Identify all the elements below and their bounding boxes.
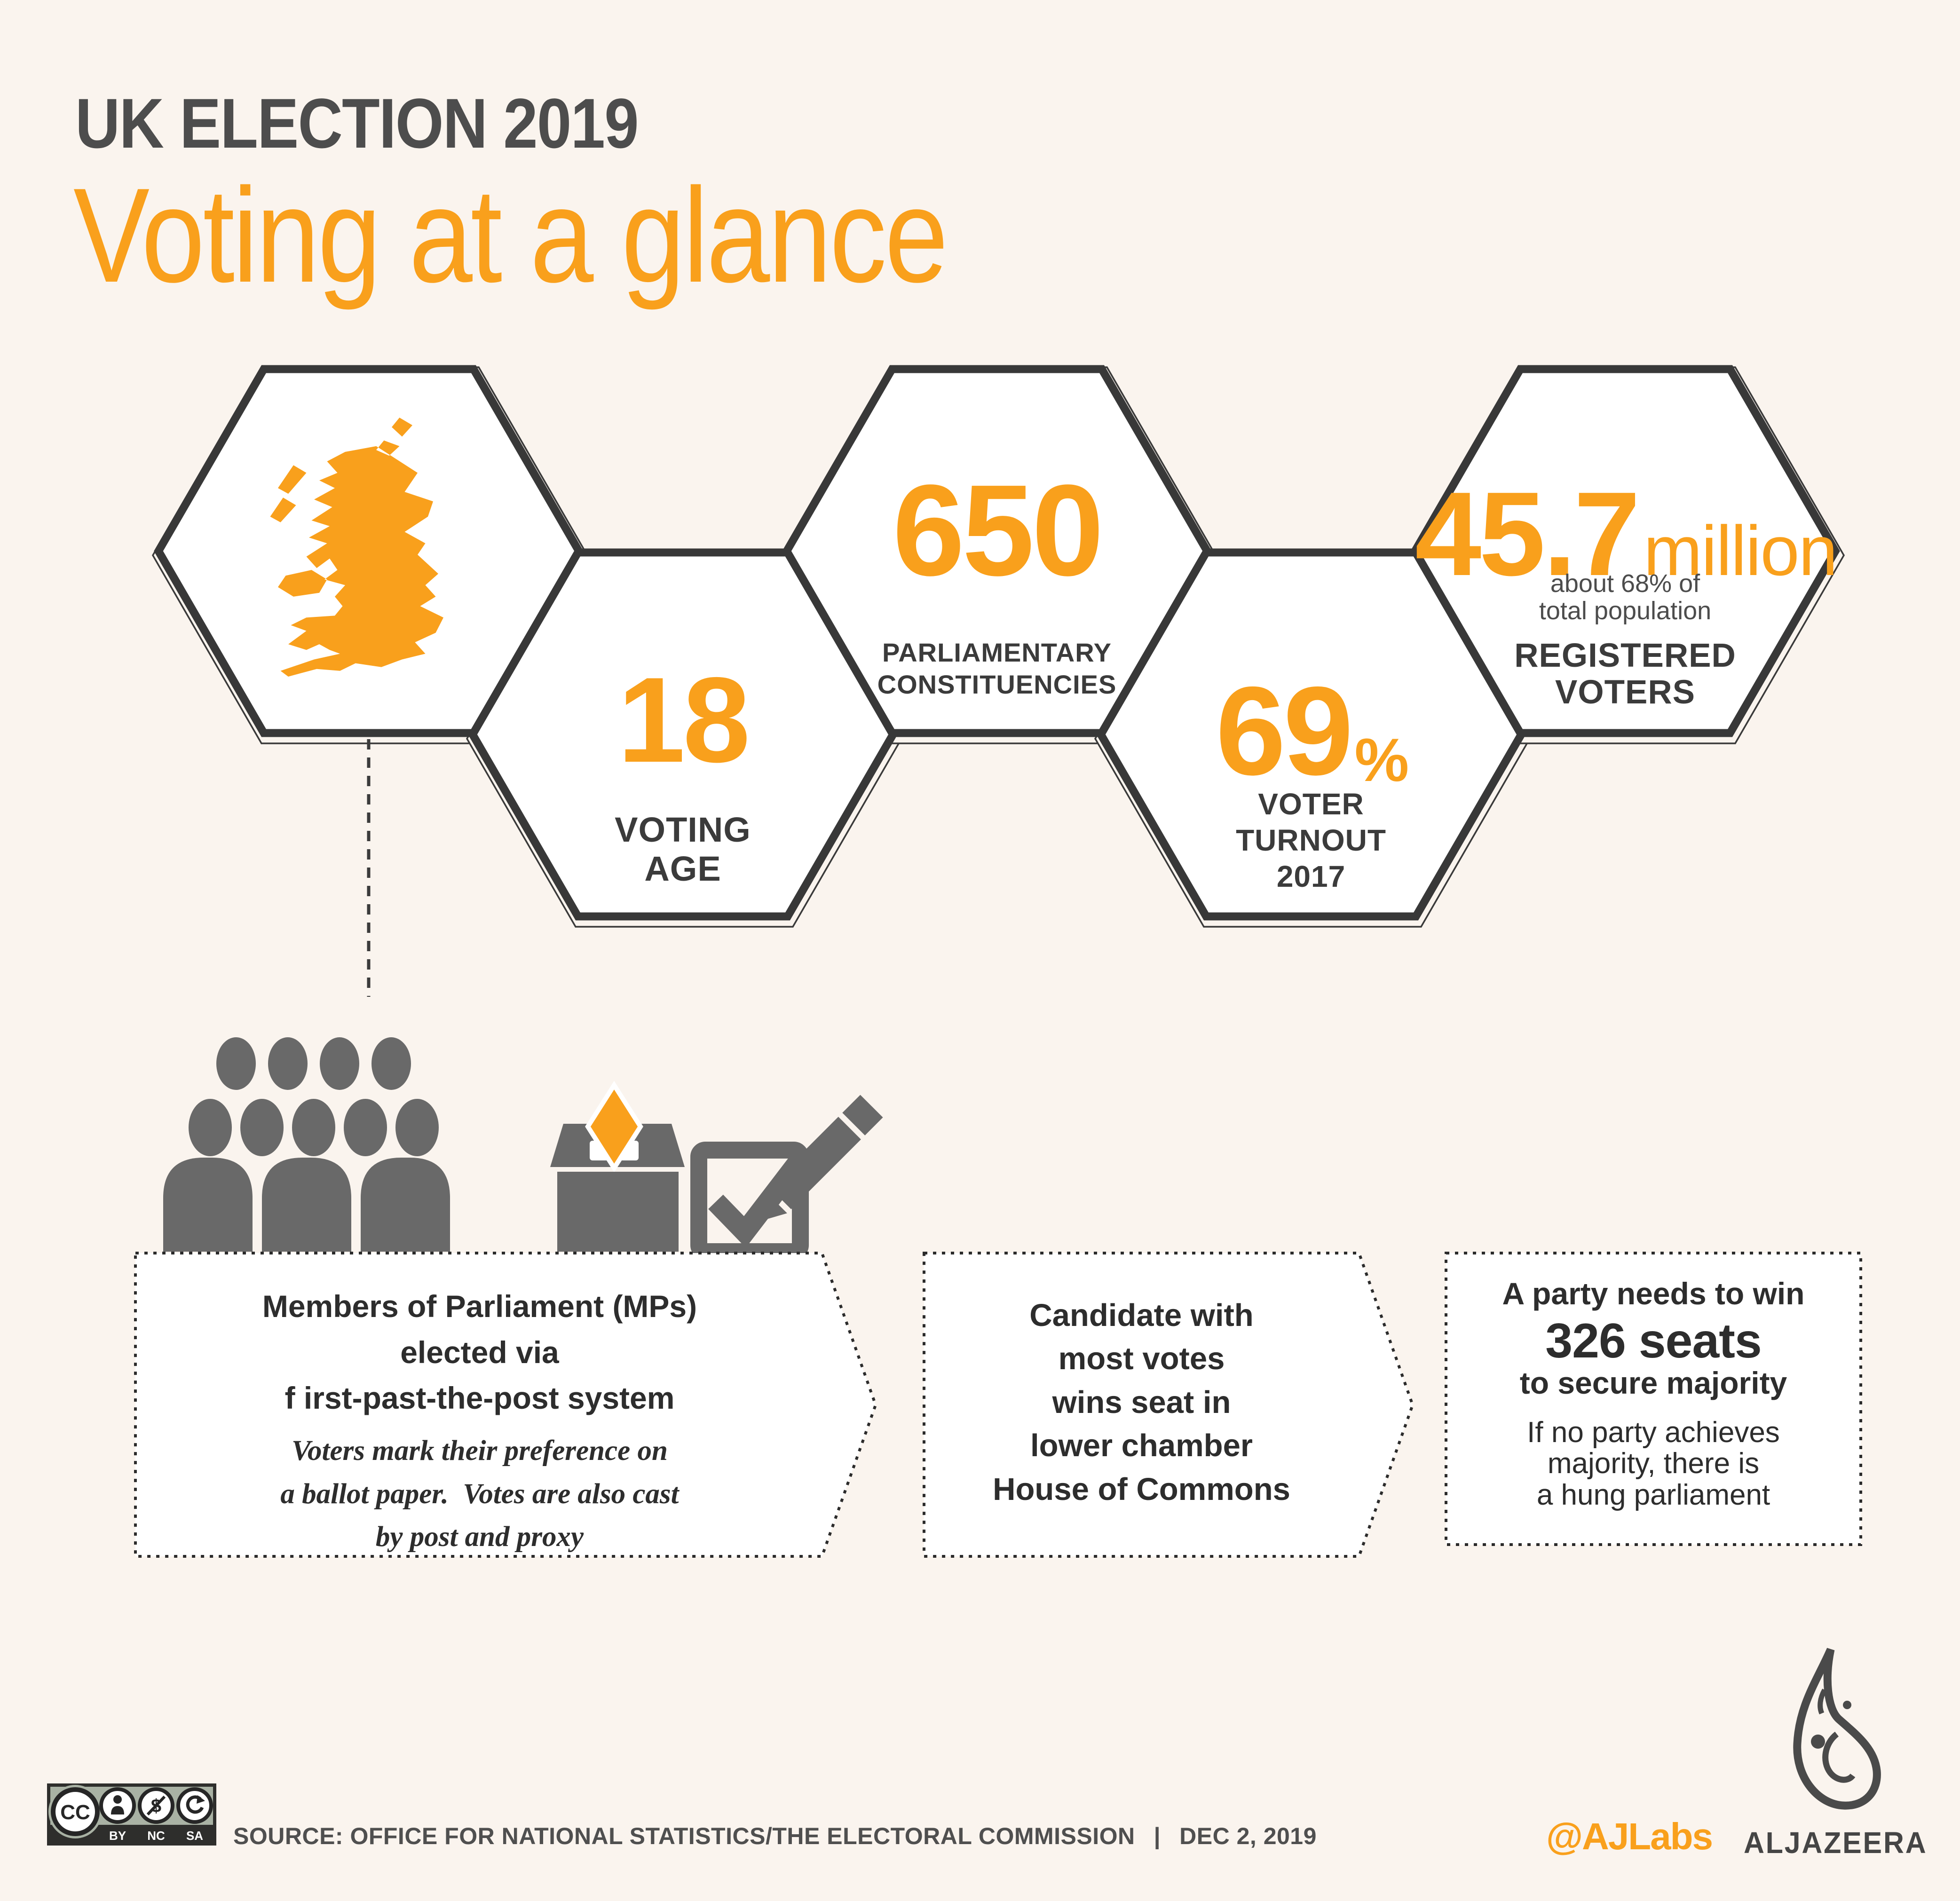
cc-icon xyxy=(51,1787,100,1836)
label-line: PARLIAMENTARY xyxy=(882,638,1112,667)
registered-voters-note: about 68% of total population xyxy=(1415,570,1835,625)
label-line: 2017 xyxy=(1276,859,1346,893)
majority-note: If no party achieves majority, there is … xyxy=(1451,1417,1856,1511)
cc-label: CC xyxy=(60,1801,90,1824)
text-line: Candidate with xyxy=(1029,1298,1254,1333)
turnout-number: 69 xyxy=(1216,660,1353,801)
voting-age-value: 18 xyxy=(617,652,751,788)
note-line: If no party achieves xyxy=(1527,1416,1780,1449)
aljazeera-wordmark: ALJAZEERA xyxy=(1744,1826,1928,1860)
label-line: REGISTERED xyxy=(1514,637,1736,674)
ballot-paper-pencil-icon xyxy=(690,1095,883,1260)
registered-million: million xyxy=(1644,511,1838,590)
label-line: VOTER xyxy=(1258,787,1364,821)
source-row: SOURCE: OFFICE FOR NATIONAL STATISTICS/T… xyxy=(233,1822,1317,1850)
label-line: VOTERS xyxy=(1555,674,1695,711)
ballot-icon xyxy=(585,1081,643,1173)
candidate-text: Candidate with most votes wins seat in l… xyxy=(929,1294,1354,1511)
sa-icon xyxy=(176,1787,213,1824)
note-line: majority, there is xyxy=(1547,1447,1760,1480)
constituencies-value: 650 xyxy=(893,458,1104,603)
text-line: House of Commons xyxy=(993,1471,1290,1507)
text-line: lower chamber xyxy=(1030,1428,1253,1464)
heading-line: f irst-past-the-post system xyxy=(285,1380,675,1416)
uk-map-icon xyxy=(270,418,443,677)
majority-seats: 326 seats xyxy=(1545,1314,1762,1368)
turnout-percent-sign: % xyxy=(1354,726,1409,794)
registered-voters-label: REGISTERED VOTERS xyxy=(1415,637,1835,711)
turnout-value: 69% xyxy=(1101,668,1521,794)
hexagon-registered-voters xyxy=(1410,365,1840,737)
flow-box-candidate xyxy=(923,1252,1415,1558)
turnout-label: VOTER TURNOUT 2017 xyxy=(1101,786,1521,894)
ajlabs-credit: @AJLabs xyxy=(1546,1815,1713,1857)
crowd-icon xyxy=(163,1037,450,1252)
note-line: a ballot paper. Votes are also cast xyxy=(280,1478,679,1510)
text-line: most votes xyxy=(1058,1341,1225,1377)
flow-box-majority xyxy=(1445,1252,1862,1546)
by-label: BY xyxy=(109,1829,126,1843)
heading-line: elected via xyxy=(400,1334,559,1370)
constituencies-label: PARLIAMENTARY CONSTITUENCIES xyxy=(787,637,1207,701)
registered-voters-value: 45.7million xyxy=(1415,474,1838,593)
note-line: total population xyxy=(1539,597,1712,625)
sa-label: SA xyxy=(186,1829,203,1843)
nc-label: NC xyxy=(147,1829,165,1843)
flow-box-mps xyxy=(134,1252,877,1558)
mps-note: Voters mark their preference on a ballot… xyxy=(141,1429,818,1559)
heading-line: Members of Parliament (MPs) xyxy=(262,1289,697,1324)
majority-heading: A party needs to win xyxy=(1502,1276,1805,1311)
date-text: DEC 2, 2019 xyxy=(1179,1823,1317,1849)
note-line: Voters mark their preference on xyxy=(292,1435,668,1467)
ballot-box-icon xyxy=(550,1081,685,1252)
text-line: wins seat in xyxy=(1052,1384,1231,1420)
kicker: UK ELECTION 2019 xyxy=(75,84,639,163)
by-icon xyxy=(99,1787,136,1824)
note-line: about 68% of xyxy=(1550,569,1700,598)
registered-number: 45.7 xyxy=(1415,467,1640,600)
label-line: TURNOUT xyxy=(1236,823,1386,857)
source-separator: | xyxy=(1154,1823,1161,1849)
page-title: Voting at a glance xyxy=(73,160,948,310)
majority-subheading: to secure majority xyxy=(1519,1365,1787,1400)
label-line: CONSTITUENCIES xyxy=(877,670,1117,700)
mps-heading: Members of Parliament (MPs) elected via … xyxy=(141,1284,818,1421)
pencil-icon xyxy=(755,1095,883,1223)
voting-age-label: VOTING AGE xyxy=(473,810,893,889)
source-text: SOURCE: OFFICE FOR NATIONAL STATISTICS/T… xyxy=(233,1823,1135,1849)
label-line: AGE xyxy=(644,849,721,888)
note-line: by post and proxy xyxy=(375,1521,584,1553)
note-line: a hung parliament xyxy=(1536,1478,1770,1511)
cc-license-badge: CC $ BY NC SA xyxy=(47,1783,216,1846)
aljazeera-logo-icon xyxy=(1793,1648,1881,1810)
label-line: VOTING xyxy=(615,810,751,849)
